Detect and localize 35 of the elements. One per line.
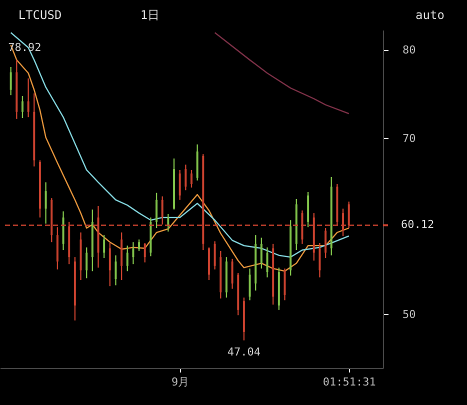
candlestick [21, 95, 24, 119]
candlestick [156, 192, 158, 229]
candlestick [44, 182, 47, 224]
candlestick [318, 242, 321, 278]
candlestick [126, 245, 128, 272]
line-series [214, 32, 350, 114]
candlestick [86, 246, 88, 279]
candlestick [161, 196, 164, 226]
candlestick [138, 238, 140, 252]
candlestick [231, 258, 234, 290]
y-tick-label: 70 [402, 132, 416, 145]
candlestick [266, 246, 268, 278]
annotation: 47.04 [227, 345, 261, 358]
x-tick-label: 01:51:31 [322, 376, 376, 388]
candlestick [324, 227, 327, 259]
candlestick [114, 254, 117, 286]
candlestick [248, 268, 251, 301]
candlestick [260, 237, 262, 270]
y-tick-label: 80 [402, 44, 416, 57]
candlestick [10, 66, 12, 96]
candlestick [103, 234, 106, 259]
candlestick [178, 169, 181, 200]
candlestick [132, 242, 134, 265]
text: auto [416, 8, 444, 22]
text: LTCUSD [18, 8, 62, 22]
candlestick [184, 164, 187, 191]
candlestick [214, 240, 216, 270]
y-tick-label: 50 [402, 308, 416, 321]
candlestick [190, 169, 192, 188]
candlestick [27, 78, 30, 118]
candlestick [144, 242, 146, 263]
ref-line-label: 60.12 [401, 218, 434, 232]
text: 1日 [140, 8, 160, 22]
x-tick-label: 9月 [172, 376, 190, 388]
candlestick [108, 242, 111, 287]
